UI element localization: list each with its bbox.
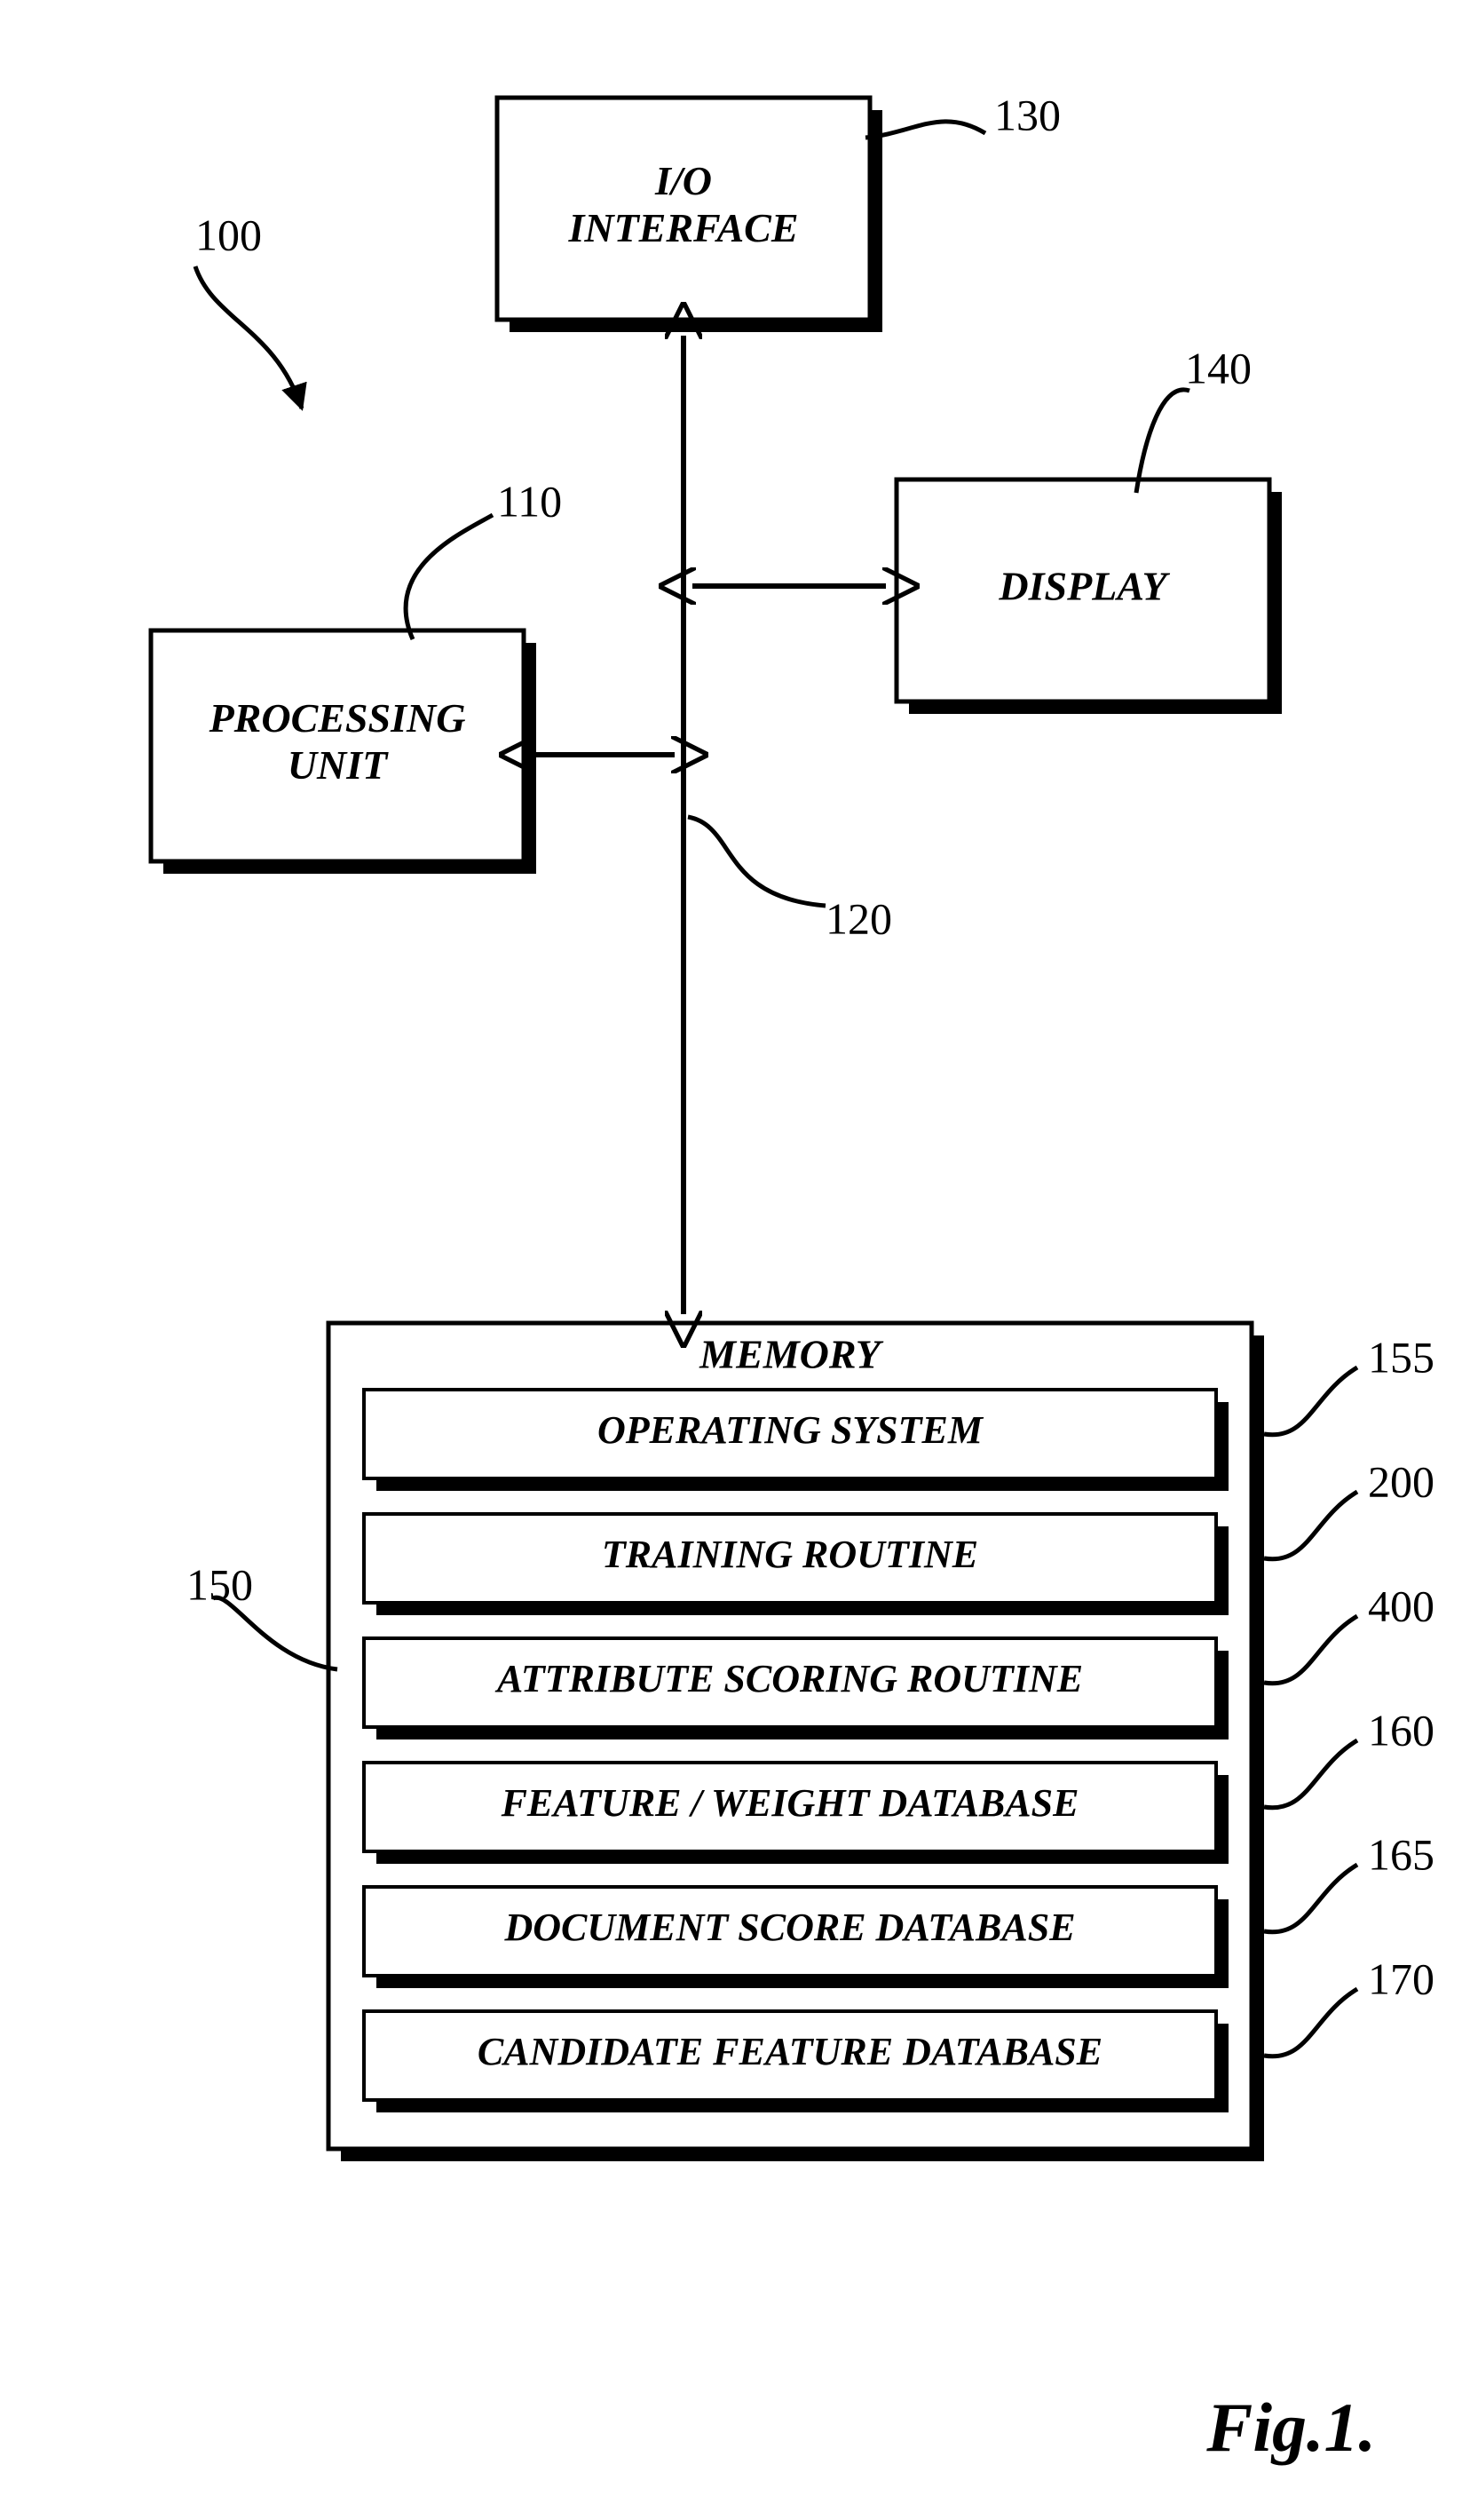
ref-100: 100 (195, 210, 262, 259)
box-display-line0: DISPLAY (998, 564, 1170, 609)
ref-160: 160 (1368, 1705, 1434, 1755)
box-io-line1: INTERFACE (567, 205, 798, 250)
leader-170 (1264, 1989, 1357, 2056)
memory-item-0: OPERATING SYSTEM (597, 1408, 984, 1452)
leader-150 (213, 1597, 337, 1669)
figure-label: Fig.1. (1205, 2389, 1376, 2466)
leader-155 (1264, 1367, 1357, 1435)
leader-160 (1264, 1740, 1357, 1808)
ref-400: 400 (1368, 1581, 1434, 1630)
box-proc-line1: UNIT (288, 742, 389, 788)
memory-item-3: FEATURE / WEIGHT DATABASE (501, 1781, 1079, 1825)
box-proc-line0: PROCESSING (209, 695, 466, 741)
memory-item-1: TRAINING ROUTINE (602, 1533, 978, 1576)
memory-item-2: ATTRIBUTE SCORING ROUTINE (494, 1657, 1083, 1700)
ref-120: 120 (826, 893, 892, 943)
ref-110: 110 (497, 476, 562, 526)
ref-150: 150 (186, 1559, 253, 1609)
ref-200: 200 (1368, 1456, 1434, 1506)
memory-title: MEMORY (699, 1332, 884, 1377)
leader-165 (1264, 1865, 1357, 1932)
ref-130: 130 (994, 90, 1061, 139)
leader-120 (688, 817, 826, 906)
leader-130 (865, 122, 985, 138)
box-io-line0: I/O (654, 158, 712, 203)
memory-item-4: DOCUMENT SCORE DATABASE (503, 1906, 1075, 1949)
memory-item-5: CANDIDATE FEATURE DATABASE (478, 2030, 1102, 2073)
leader-110 (406, 515, 493, 639)
ref-165: 165 (1368, 1829, 1434, 1879)
ref-170: 170 (1368, 1953, 1434, 2003)
ref-140: 140 (1185, 343, 1252, 392)
ref-155: 155 (1368, 1332, 1434, 1382)
leader-200 (1264, 1492, 1357, 1559)
leader-100 (195, 266, 302, 408)
leader-400 (1264, 1616, 1357, 1684)
